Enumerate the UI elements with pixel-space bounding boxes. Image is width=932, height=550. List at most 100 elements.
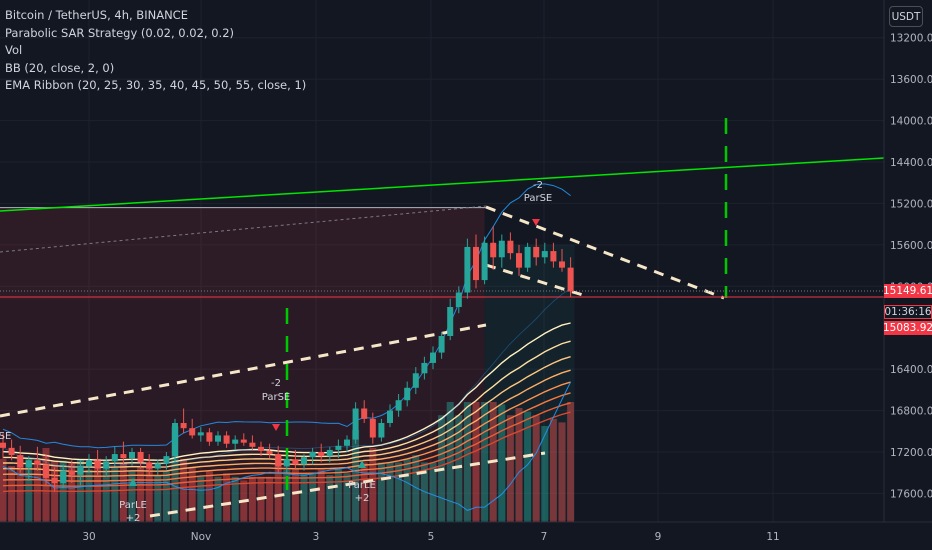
volume-bar <box>214 476 222 522</box>
candle-body <box>430 352 436 363</box>
signal-qty-buy-1: +2 <box>126 513 141 524</box>
countdown-tag: 01:36:16 <box>884 305 932 319</box>
signal-qty-sell-1: -2 <box>271 378 281 389</box>
candle-body <box>559 261 565 268</box>
candle-body <box>258 446 264 451</box>
volume-bar <box>343 473 351 522</box>
sar-price-tag: 15083.92 <box>882 321 932 335</box>
candlesticks[interactable] <box>0 226 574 492</box>
indicator-ema-ribbon[interactable]: EMA Ribbon (20, 25, 30, 35, 40, 45, 50, … <box>5 78 307 93</box>
candle-body <box>395 400 402 411</box>
candle-body <box>0 442 6 448</box>
candle-body <box>567 267 574 292</box>
grid-lines <box>0 0 884 522</box>
buy-arrow-icon <box>129 478 137 486</box>
volume-bar <box>0 458 7 522</box>
volume-bar <box>145 466 153 522</box>
trend-line <box>0 157 885 212</box>
volume-bar <box>326 475 334 522</box>
price-axis-bg <box>884 0 932 550</box>
price-tick-label: 17600.00 <box>890 488 932 500</box>
indicator-bollinger[interactable]: BB (20, close, 2, 0) <box>5 60 115 75</box>
candle-body <box>438 336 445 353</box>
volume-bar <box>549 418 557 522</box>
candle-body <box>60 470 67 484</box>
price-tick-label: 13200.00 <box>890 33 932 45</box>
volume-bar <box>524 411 532 522</box>
candle-body <box>94 460 101 469</box>
sell-arrow-icon <box>532 219 540 226</box>
price-tick-label: 14000.00 <box>890 116 932 128</box>
signal-label-sell-2: ParSE <box>524 193 553 204</box>
currency-button[interactable]: USDT <box>889 6 923 27</box>
price-tick-label: 16400.00 <box>890 364 932 376</box>
ema-ribbon-line <box>2 392 571 482</box>
price-tick-label: 17200.00 <box>890 447 932 459</box>
candle-body <box>146 462 153 469</box>
candle-body <box>17 455 24 468</box>
candle-body <box>240 439 247 443</box>
candle-body <box>129 452 135 459</box>
candle-body <box>197 432 204 436</box>
chart-legend: Bitcoin / TetherUS, 4h, BINANCE Paraboli… <box>5 7 306 95</box>
volume-bar <box>205 471 213 522</box>
volume-bar <box>567 402 575 522</box>
signal-label-buy-1: ParLE <box>119 500 147 511</box>
volume-bar <box>162 471 170 522</box>
candle-body <box>266 450 273 455</box>
volume-bar <box>119 462 127 522</box>
candle-body <box>283 459 290 467</box>
volume-bar <box>395 462 403 522</box>
volume-bar <box>8 466 16 522</box>
candle-body <box>120 454 127 459</box>
candle-body <box>154 463 161 469</box>
short-profit-zone <box>0 207 485 301</box>
candle-body <box>361 408 368 419</box>
symbol-title[interactable]: Bitcoin / TetherUS, 4h, BINANCE <box>5 8 188 22</box>
volume-bar <box>128 471 136 522</box>
volume-bar <box>266 476 274 522</box>
drawing-lines <box>0 118 885 518</box>
candle-body <box>516 253 522 268</box>
signal-label-sell-left: SE <box>0 431 11 442</box>
candle-body <box>68 470 75 475</box>
volume-bar <box>111 467 119 522</box>
time-tick-label: 7 <box>541 531 548 543</box>
time-tick-label: 3 <box>313 531 320 543</box>
volume-bar <box>498 404 506 522</box>
indicator-volume[interactable]: Vol <box>5 43 23 58</box>
price-tick-label: 15200.00 <box>890 198 932 210</box>
volume-bar <box>16 455 24 522</box>
candle-body <box>232 439 239 444</box>
candle-body <box>43 464 49 478</box>
volume-bar <box>506 415 514 522</box>
candle-body <box>215 435 221 442</box>
volume-bar <box>137 466 145 522</box>
candle-body <box>51 477 58 484</box>
candle-body <box>326 449 333 457</box>
price-tick-label: 15600.00 <box>890 240 932 252</box>
candle-body <box>507 240 514 254</box>
indicator-psar[interactable]: Parabolic SAR Strategy (0.02, 0.02, 0.2) <box>5 25 234 40</box>
candle-body <box>86 460 92 467</box>
volume-bar <box>455 415 463 522</box>
volume-bar <box>154 475 162 522</box>
candle-body <box>498 240 505 258</box>
strategy-signals: -2 ParSE -2 ParSE SE ParLE +2 ParLE +2 <box>0 180 552 524</box>
candle-body <box>473 246 479 281</box>
volume-bar <box>300 473 308 522</box>
candle-body <box>172 423 178 457</box>
candle-body <box>352 408 359 440</box>
signal-label-sell-1: ParSE <box>262 392 291 403</box>
candle-body <box>344 439 350 446</box>
candle-body <box>541 251 548 258</box>
volume-bar <box>76 458 84 522</box>
candle-body <box>412 373 419 388</box>
candle-body <box>137 452 144 463</box>
buy-arrow-icon <box>358 460 366 468</box>
volume-bar <box>532 415 540 522</box>
volume-bar <box>231 476 239 522</box>
volume-bar <box>180 458 188 522</box>
